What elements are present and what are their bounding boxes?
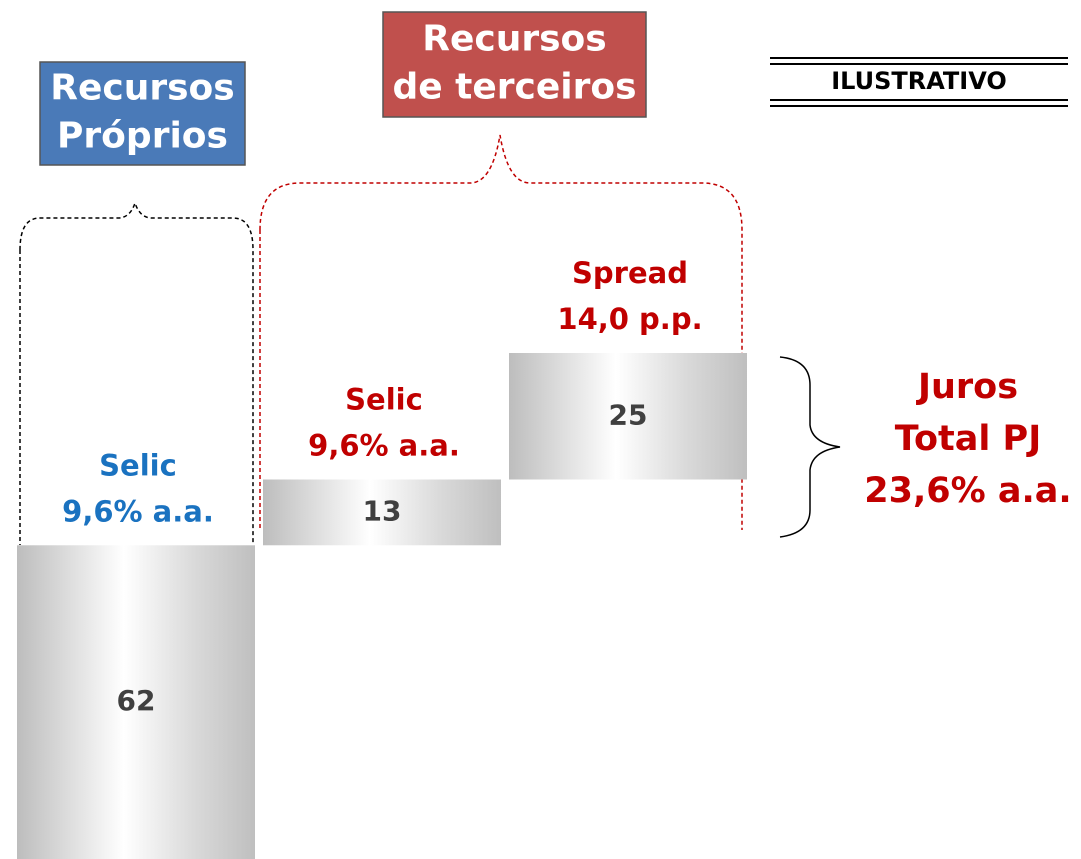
category-label: 14,0 p.p.: [557, 302, 702, 336]
category-label: Selic: [345, 383, 423, 417]
badge-text: Recursos: [50, 68, 234, 109]
annotation: 23,6% a.a.: [864, 471, 1071, 511]
bar: [263, 479, 501, 546]
badge: [382, 11, 647, 118]
badge-text: Recursos: [422, 19, 606, 60]
brace: [779, 356, 841, 538]
annotation: Total PJ: [895, 419, 1041, 459]
tag-text: ILUSTRATIVO: [831, 67, 1007, 95]
bar: [509, 353, 747, 480]
category-label: 9,6% a.a.: [308, 429, 460, 463]
category-label: Selic: [99, 448, 177, 482]
badge-text: Próprios: [57, 116, 228, 157]
value-label: 62: [117, 684, 156, 717]
badge: [39, 61, 246, 166]
bracket: [19, 200, 254, 545]
category-label: Spread: [572, 256, 688, 290]
value-label: 13: [363, 494, 402, 527]
category-label: 9,6% a.a.: [62, 494, 214, 528]
bracket: [259, 134, 743, 530]
badge-text: de terceiros: [392, 67, 636, 108]
annotation: Juros: [916, 367, 1018, 407]
value-label: 25: [609, 398, 648, 431]
bar: [17, 545, 255, 859]
tag: ILUSTRATIVO: [770, 57, 1068, 107]
